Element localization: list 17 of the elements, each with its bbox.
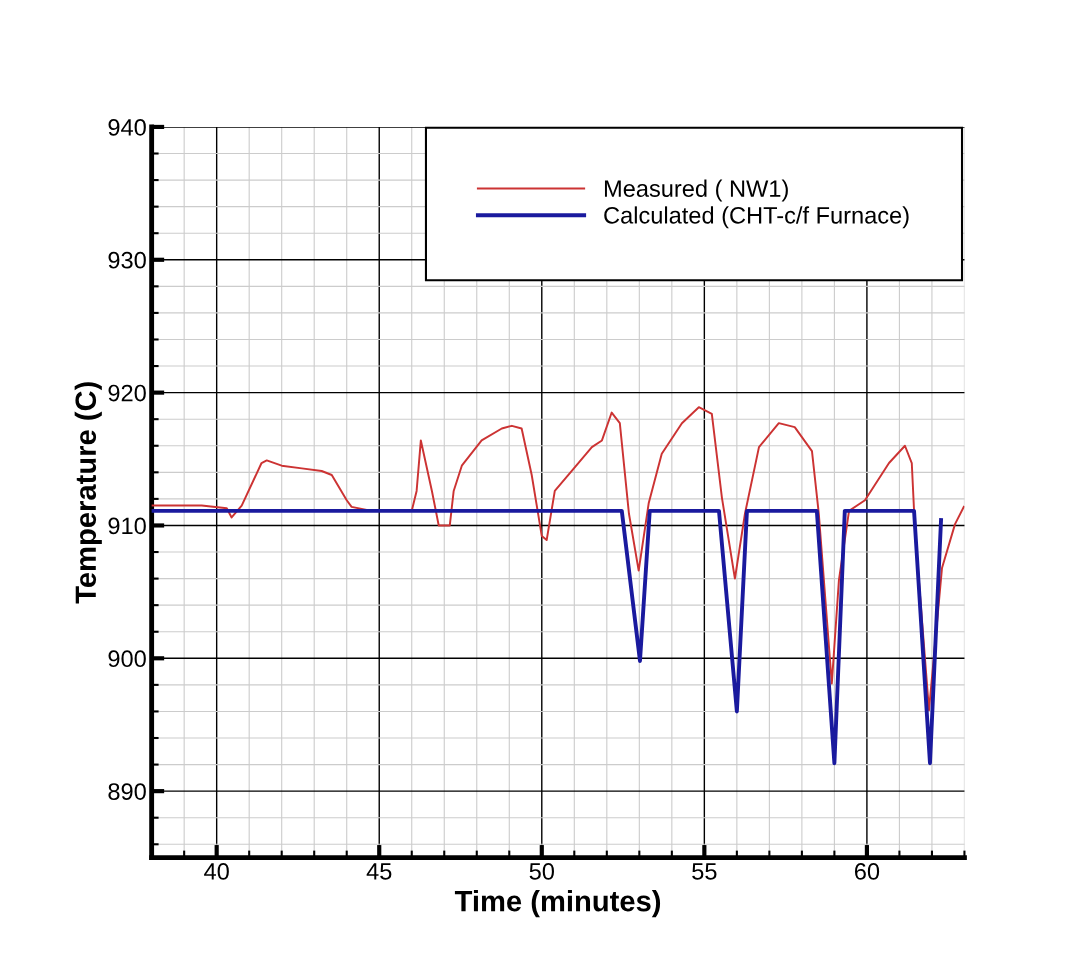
x-tick-label: 45 <box>366 863 392 880</box>
line-series <box>151 406 965 712</box>
legend-label: Calculated (CHT-c/f Furnace) <box>604 206 909 229</box>
x-tick-label: 50 <box>529 863 554 880</box>
x-axis-title: Time (minutes) <box>454 889 661 918</box>
x-tick-label: 60 <box>854 863 880 880</box>
legend-label: Measured ( NW1) <box>604 179 788 202</box>
y-tick-label: 940 <box>108 119 146 136</box>
x-tick-label: 55 <box>692 863 717 880</box>
line-series <box>151 508 943 766</box>
y-tick-label: 890 <box>108 783 146 800</box>
y-tick-label: 910 <box>108 517 146 535</box>
y-axis-title: Temperature (C) <box>74 382 102 604</box>
y-tick-label: 930 <box>108 251 146 269</box>
x-tick-label: 40 <box>204 863 229 880</box>
y-tick-label: 900 <box>108 650 146 668</box>
y-tick-label: 920 <box>108 384 146 402</box>
